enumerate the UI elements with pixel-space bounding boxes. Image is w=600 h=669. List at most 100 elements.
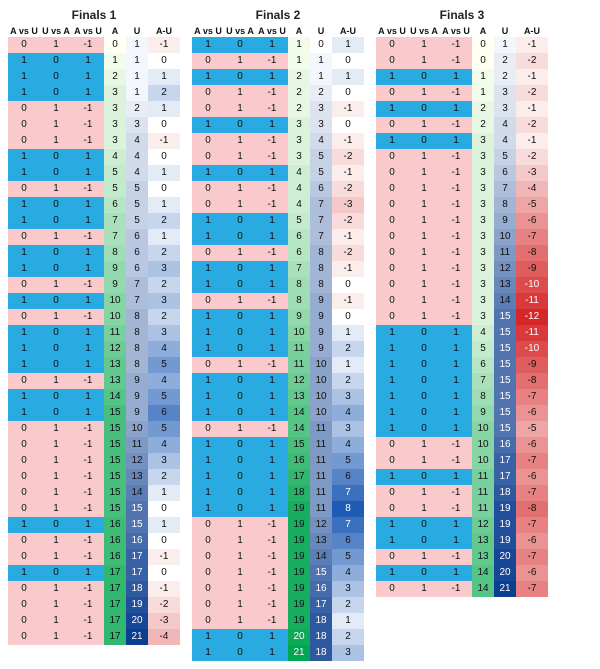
table-row: 01-139-6 — [376, 213, 548, 229]
U-cell: 1 — [126, 53, 148, 69]
avs-cell: 1 — [440, 101, 472, 117]
table-row: 101990 — [192, 309, 364, 325]
avs-cell: 1 — [8, 405, 40, 421]
avs-cell: 1 — [192, 277, 224, 293]
avs-cell: 1 — [8, 197, 40, 213]
U-cell: 17 — [126, 549, 148, 565]
A-cell: 13 — [104, 357, 126, 373]
table-row: 01-124-2 — [376, 117, 548, 133]
AU-cell: -3 — [516, 165, 548, 181]
U-cell: 17 — [126, 565, 148, 581]
avs-cell: 1 — [256, 69, 288, 85]
avs-cell: -1 — [440, 581, 472, 597]
avs-cell: 1 — [40, 373, 72, 389]
avs-cell: 0 — [192, 613, 224, 629]
avs-cell: 1 — [40, 421, 72, 437]
avs-cell: 1 — [256, 309, 288, 325]
avs-cell: -1 — [440, 165, 472, 181]
avs-cell: 0 — [408, 325, 440, 341]
avs-cell: 1 — [376, 101, 408, 117]
avs-cell: 0 — [224, 117, 256, 133]
A-cell: 5 — [288, 213, 310, 229]
A-cell: 15 — [104, 453, 126, 469]
avs-cell: -1 — [440, 501, 472, 517]
table-row: 101651 — [8, 197, 180, 213]
avs-cell: 1 — [408, 581, 440, 597]
avs-cell: -1 — [72, 581, 104, 597]
AU-cell: -8 — [516, 245, 548, 261]
avs-cell: -1 — [72, 373, 104, 389]
avs-cell: -1 — [72, 453, 104, 469]
avs-cell: -1 — [256, 101, 288, 117]
AU-cell: -7 — [516, 453, 548, 469]
table-row: 101515-10 — [376, 341, 548, 357]
avs-cell: 0 — [8, 309, 40, 325]
AU-cell: -1 — [332, 293, 364, 309]
avs-cell: 1 — [8, 293, 40, 309]
col-header-A-U: A-U — [148, 25, 180, 37]
A-cell: 16 — [104, 517, 126, 533]
avs-cell: 1 — [40, 437, 72, 453]
AU-cell: -1 — [516, 69, 548, 85]
avs-cell: -1 — [256, 149, 288, 165]
A-cell: 11 — [288, 357, 310, 373]
AU-cell: -5 — [516, 197, 548, 213]
A-cell: 19 — [288, 549, 310, 565]
panel-3: Finals 3A vs UU vs AA vs UAUA-U01-101-10… — [376, 8, 548, 597]
avs-cell: 1 — [192, 501, 224, 517]
avs-cell: -1 — [256, 85, 288, 101]
avs-cell: 1 — [408, 309, 440, 325]
avs-cell: 0 — [376, 117, 408, 133]
table-row: 1011183 — [8, 325, 180, 341]
U-cell: 10 — [310, 357, 332, 373]
U-cell: 12 — [126, 453, 148, 469]
avs-cell: -1 — [256, 293, 288, 309]
avs-cell: 0 — [408, 69, 440, 85]
AU-cell: 4 — [332, 437, 364, 453]
avs-cell: 0 — [8, 485, 40, 501]
U-cell: 11 — [310, 469, 332, 485]
avs-cell: 1 — [376, 389, 408, 405]
avs-cell: 0 — [408, 341, 440, 357]
avs-cell: 0 — [40, 325, 72, 341]
U-cell: 6 — [126, 245, 148, 261]
U-cell: 19 — [494, 501, 516, 517]
avs-cell: 0 — [40, 69, 72, 85]
table-row: 01-114113 — [192, 421, 364, 437]
avs-cell: -1 — [72, 117, 104, 133]
AU-cell: 2 — [148, 309, 180, 325]
avs-cell: 1 — [192, 437, 224, 453]
avs-cell: 1 — [72, 165, 104, 181]
avs-cell: 0 — [376, 293, 408, 309]
avs-cell: 1 — [8, 165, 40, 181]
col-header-avs: A vs U — [256, 25, 288, 37]
U-cell: 10 — [310, 373, 332, 389]
U-cell: 4 — [126, 165, 148, 181]
col-header-avs: U vs A — [224, 25, 256, 37]
A-cell: 10 — [104, 309, 126, 325]
A-cell: 2 — [104, 69, 126, 85]
avs-cell: -1 — [440, 53, 472, 69]
avs-cell: 1 — [224, 293, 256, 309]
avs-cell: 1 — [72, 341, 104, 357]
avs-cell: 0 — [224, 69, 256, 85]
U-cell: 11 — [310, 485, 332, 501]
avs-cell: 0 — [224, 165, 256, 181]
AU-cell: 3 — [148, 453, 180, 469]
panel-title: Finals 3 — [376, 8, 548, 22]
A-cell: 15 — [104, 501, 126, 517]
avs-cell: 1 — [40, 485, 72, 501]
avs-cell: 0 — [224, 437, 256, 453]
table-row: 01-138-5 — [376, 197, 548, 213]
A-cell: 20 — [288, 629, 310, 645]
A-cell: 3 — [472, 181, 494, 197]
A-cell: 9 — [104, 277, 126, 293]
avs-cell: 0 — [224, 309, 256, 325]
avs-cell: 1 — [192, 389, 224, 405]
A-cell: 3 — [472, 165, 494, 181]
U-cell: 11 — [126, 437, 148, 453]
table-row: 1011284 — [8, 341, 180, 357]
A-cell: 13 — [288, 389, 310, 405]
avs-cell: 1 — [376, 133, 408, 149]
avs-cell: 0 — [40, 149, 72, 165]
